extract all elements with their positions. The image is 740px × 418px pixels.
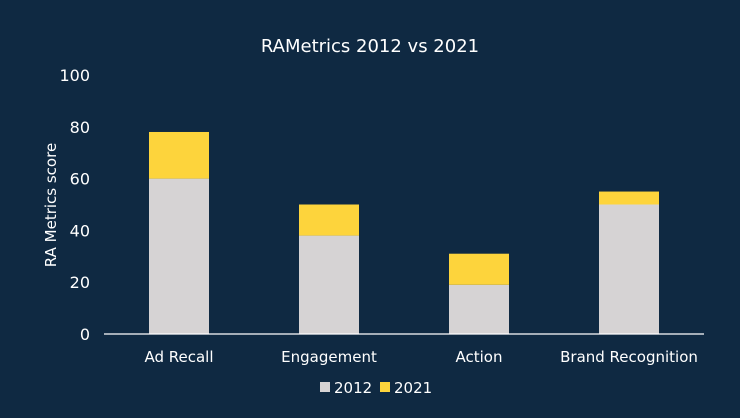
- y-tick-label: 0: [80, 325, 90, 344]
- legend-label-2012: 2012: [334, 379, 372, 397]
- bar-2021-ad-recall: [149, 131, 209, 179]
- y-tick-label: 80: [70, 118, 90, 137]
- bar-2021-brand-recognition: [599, 191, 659, 205]
- bars: [149, 131, 659, 334]
- y-axis-title: RA Metrics score: [42, 143, 60, 267]
- y-tick-label: 20: [70, 273, 90, 292]
- bar-2012-ad-recall: [149, 178, 209, 334]
- legend-label-2021: 2021: [394, 379, 432, 397]
- x-axis-labels: Ad Recall Engagement Action Brand Recogniti…: [144, 348, 697, 366]
- legend-swatch-2012: [320, 382, 330, 392]
- bar-2021-action: [449, 253, 509, 285]
- bar-2012-brand-recognition: [599, 204, 659, 334]
- y-axis-ticks: 0 20 40 60 80 100: [59, 66, 90, 344]
- bar-2012-action: [449, 284, 509, 334]
- x-tick-label: Brand Recognition: [560, 348, 698, 366]
- y-tick-label: 100: [59, 66, 90, 85]
- y-tick-label: 40: [70, 221, 90, 240]
- legend-swatch-2021: [380, 382, 390, 392]
- chart-title: RAMetrics 2012 vs 2021: [261, 36, 479, 57]
- x-tick-label: Ad Recall: [144, 348, 213, 366]
- bar-2012-engagement: [299, 235, 359, 334]
- x-tick-label: Action: [456, 348, 503, 366]
- y-tick-label: 60: [70, 170, 90, 189]
- bar-2021-engagement: [299, 204, 359, 236]
- x-tick-label: Engagement: [281, 348, 377, 366]
- legend: 2012 2021: [320, 379, 432, 397]
